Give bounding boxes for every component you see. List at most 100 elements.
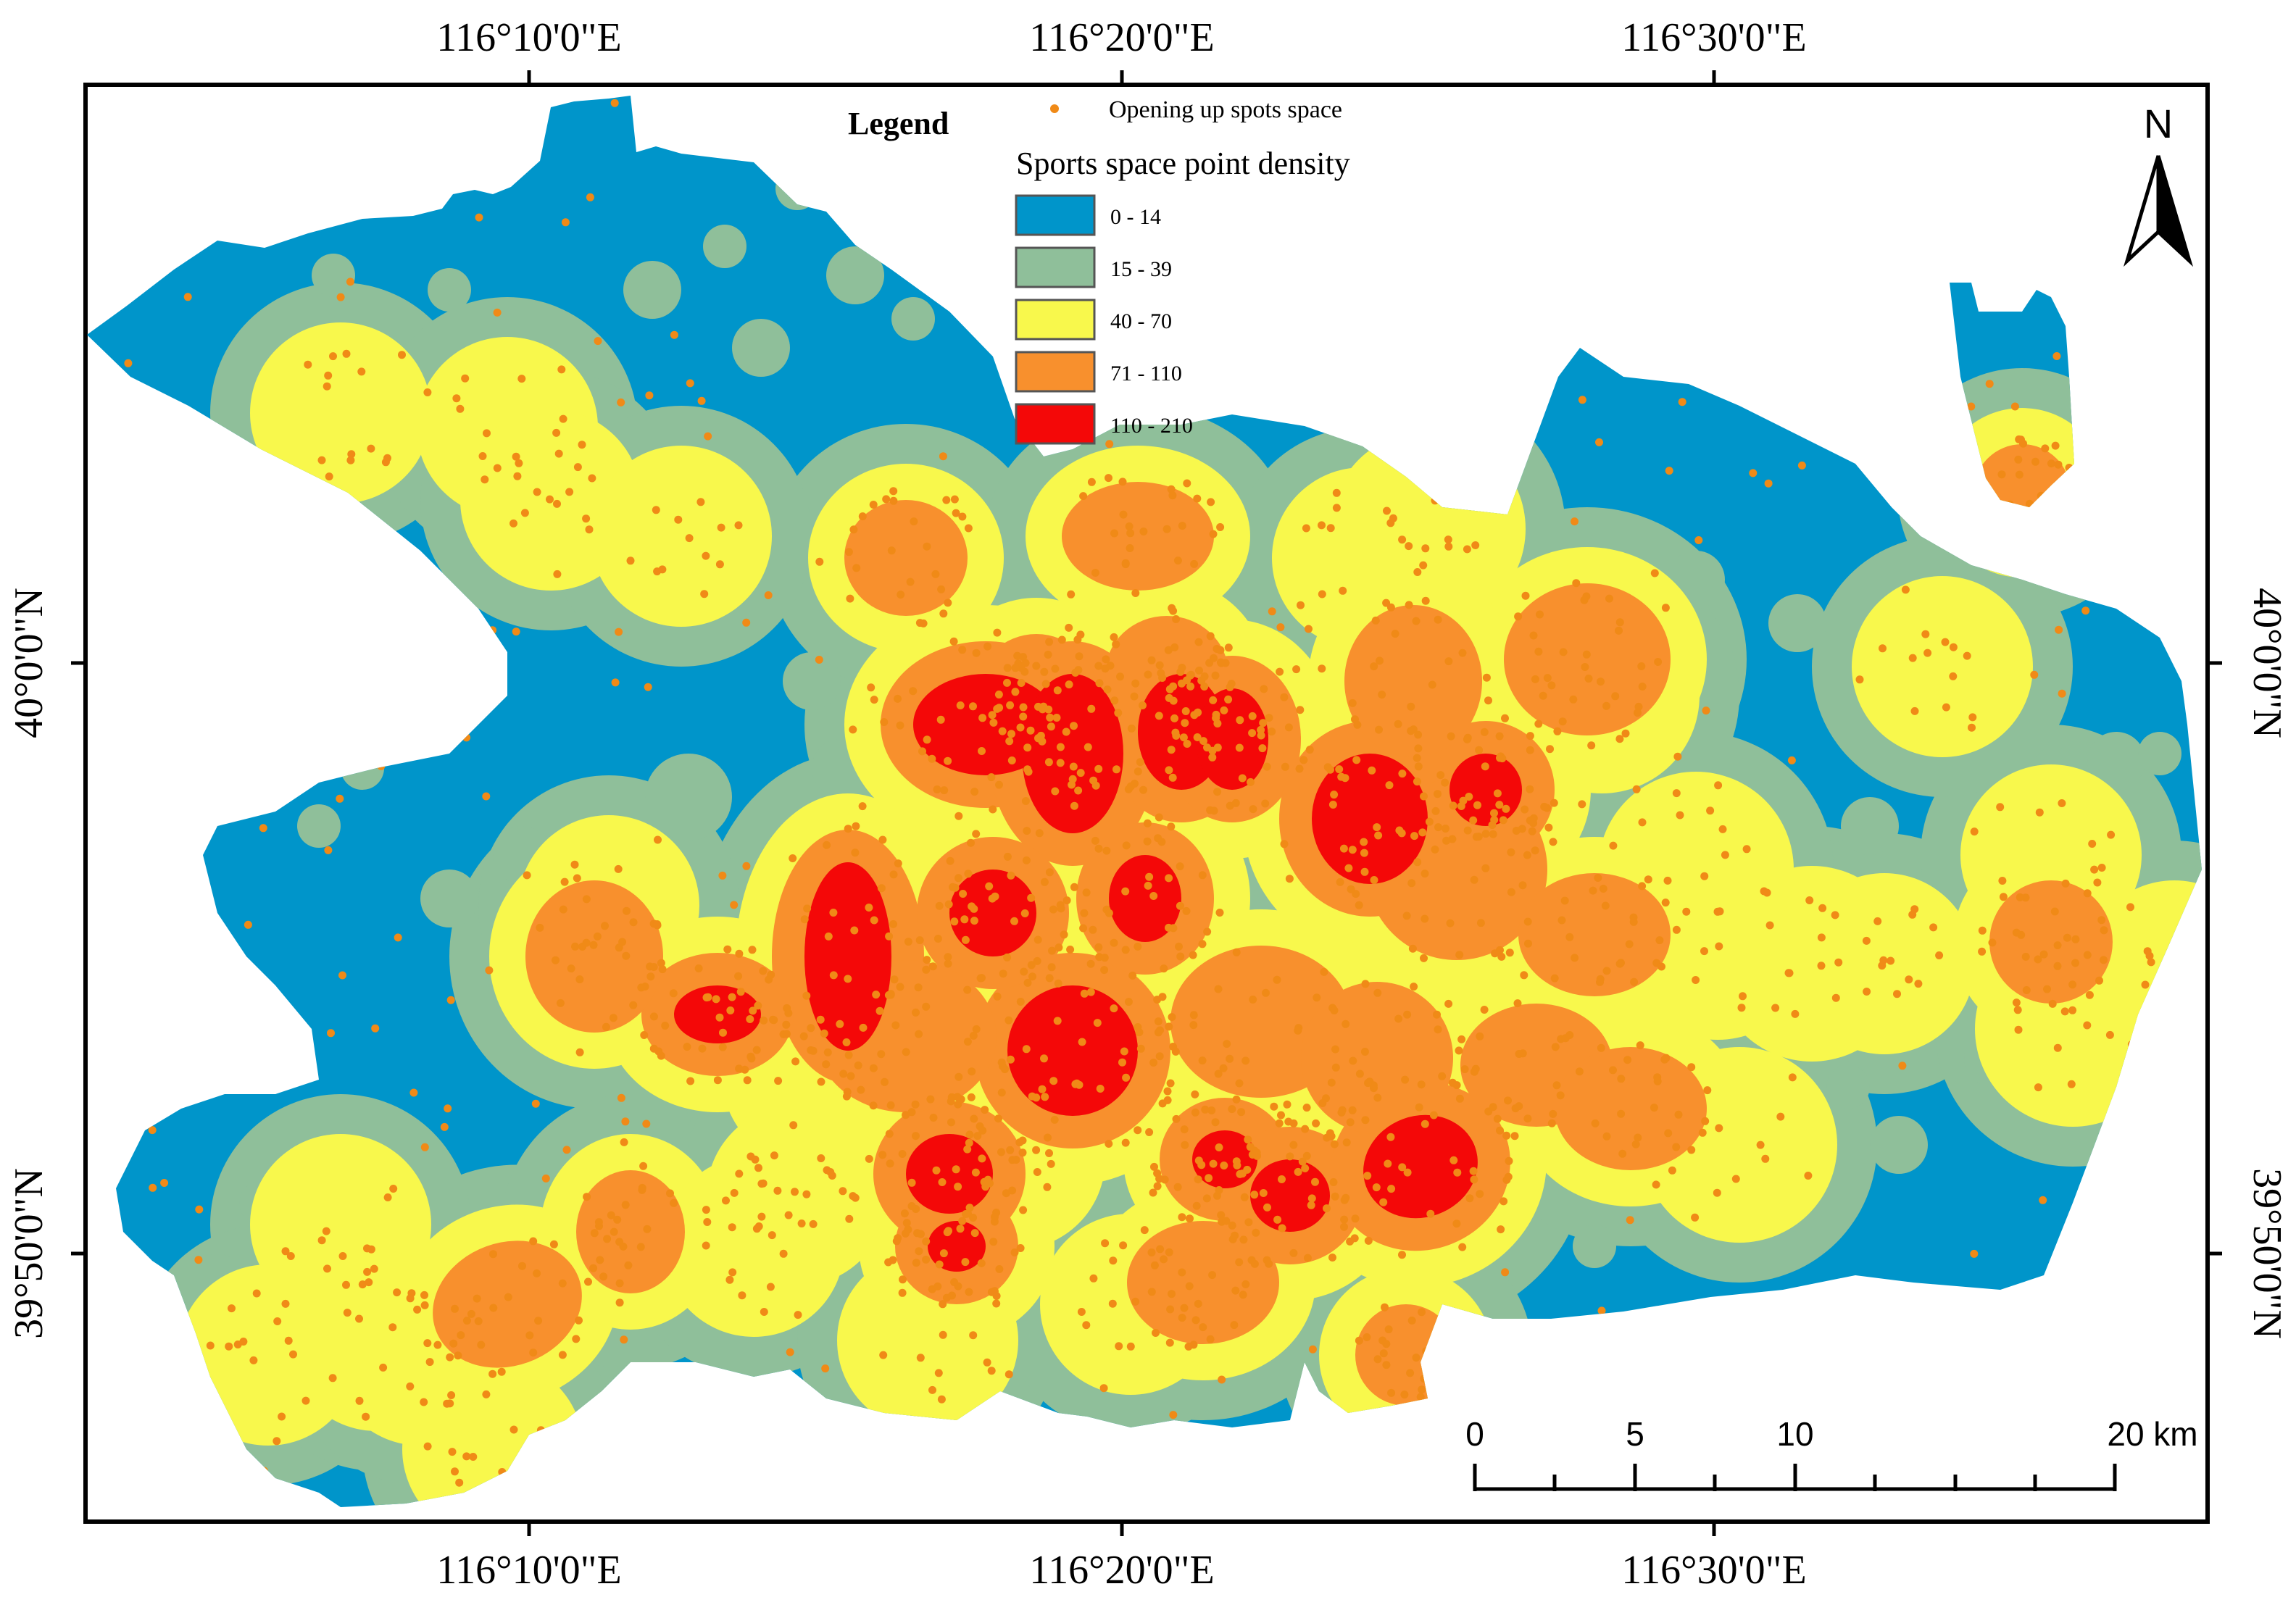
sports-space-point bbox=[1534, 720, 1543, 728]
sports-space-point bbox=[987, 773, 996, 782]
sports-space-point bbox=[1518, 881, 1527, 890]
sports-space-point bbox=[1169, 682, 1178, 691]
sports-space-point bbox=[952, 509, 960, 517]
sports-space-point bbox=[575, 975, 584, 984]
sports-space-point bbox=[973, 1132, 982, 1141]
sports-space-point bbox=[1524, 939, 1532, 948]
sports-space-point bbox=[807, 1024, 815, 1033]
sports-space-point bbox=[2014, 455, 2023, 464]
sports-space-point bbox=[1136, 1044, 1145, 1053]
sports-space-point bbox=[1591, 1119, 1600, 1127]
sports-space-point bbox=[2068, 1006, 2077, 1014]
bottom-longitude-label-2: 116°20'0"E bbox=[1029, 1548, 1214, 1593]
sports-space-point bbox=[912, 1132, 920, 1141]
sports-space-point bbox=[1438, 1072, 1447, 1080]
sports-space-point bbox=[1682, 907, 1691, 916]
sports-space-point bbox=[1095, 679, 1104, 688]
sports-space-point bbox=[972, 830, 981, 838]
sports-space-point bbox=[2067, 1080, 2076, 1088]
sports-space-point bbox=[1079, 492, 1088, 501]
sports-space-point bbox=[1497, 1225, 1505, 1234]
sports-space-point bbox=[760, 1016, 768, 1025]
sports-space-point bbox=[1331, 1063, 1340, 1072]
sports-space-point bbox=[1413, 777, 1421, 786]
sports-space-point bbox=[944, 599, 952, 607]
sports-space-point bbox=[1426, 1209, 1435, 1218]
sports-space-point bbox=[978, 1154, 986, 1163]
sports-space-point bbox=[638, 1185, 646, 1194]
sports-space-point bbox=[1449, 801, 1457, 810]
sports-space-point bbox=[1370, 662, 1378, 671]
sports-space-point bbox=[1167, 746, 1176, 754]
sports-space-point bbox=[1149, 892, 1158, 900]
density-zone-15-39 bbox=[826, 246, 884, 304]
sports-space-point bbox=[1198, 940, 1207, 948]
sports-space-point bbox=[2041, 444, 2050, 453]
sports-space-point bbox=[1041, 680, 1050, 688]
sports-space-point bbox=[715, 1013, 724, 1022]
sports-space-point bbox=[1339, 844, 1348, 853]
sports-space-point bbox=[870, 916, 878, 925]
sports-space-point bbox=[489, 1250, 497, 1259]
sports-space-point bbox=[1349, 1056, 1357, 1065]
density-zone-15-39 bbox=[1841, 797, 1899, 855]
sports-space-point bbox=[1387, 1388, 1396, 1397]
sports-space-point bbox=[839, 1187, 847, 1196]
sports-space-point bbox=[1330, 1140, 1339, 1148]
sports-space-point bbox=[1045, 638, 1054, 646]
sports-space-point bbox=[1996, 803, 2005, 812]
sports-space-point bbox=[1082, 1321, 1091, 1330]
sports-space-point bbox=[730, 1188, 739, 1197]
sports-space-point bbox=[1056, 743, 1065, 751]
sports-space-point bbox=[1550, 798, 1558, 807]
sports-space-point bbox=[1360, 838, 1368, 846]
sports-space-point bbox=[1412, 617, 1421, 625]
legend-class-label-5: 110 - 210 bbox=[1110, 414, 1193, 438]
sports-space-point bbox=[573, 874, 581, 883]
sports-space-point bbox=[1569, 695, 1578, 704]
sports-space-point bbox=[1073, 635, 1082, 644]
density-zone-15-39 bbox=[732, 319, 790, 377]
sports-space-point bbox=[1149, 1188, 1157, 1197]
sports-space-point bbox=[1259, 719, 1268, 727]
sports-space-point bbox=[869, 1101, 878, 1110]
sports-space-point bbox=[1653, 1077, 1662, 1085]
sports-space-point bbox=[1636, 1041, 1644, 1050]
sports-space-point bbox=[702, 1206, 710, 1214]
sports-space-point bbox=[629, 918, 638, 927]
sports-space-point bbox=[1126, 1342, 1135, 1351]
sports-space-point bbox=[443, 1399, 452, 1408]
sports-space-point bbox=[1105, 474, 1112, 483]
sports-space-point bbox=[1075, 652, 1083, 661]
sports-space-point bbox=[1066, 946, 1075, 954]
sports-space-point bbox=[570, 860, 579, 869]
sports-space-point bbox=[1131, 679, 1140, 688]
sports-space-point bbox=[536, 923, 544, 932]
sports-space-point bbox=[2088, 840, 2097, 848]
sports-space-point bbox=[1582, 650, 1591, 659]
sports-space-point bbox=[639, 1162, 648, 1170]
sports-space-point bbox=[346, 278, 354, 286]
sports-space-point bbox=[1428, 680, 1436, 689]
sports-space-point bbox=[2034, 955, 2042, 964]
sports-space-point bbox=[894, 859, 902, 868]
sports-space-point bbox=[149, 1183, 157, 1192]
sports-space-point bbox=[1259, 1189, 1268, 1197]
sports-space-point bbox=[1703, 1086, 1712, 1095]
sports-space-point bbox=[923, 542, 931, 551]
sports-space-point bbox=[398, 351, 406, 359]
sports-space-point bbox=[1617, 1075, 1626, 1083]
sports-space-point bbox=[1147, 1248, 1156, 1256]
sports-space-point bbox=[1526, 785, 1534, 793]
sports-space-point bbox=[2031, 457, 2039, 466]
sports-space-point bbox=[1405, 601, 1413, 609]
sports-space-point bbox=[601, 922, 609, 930]
sports-space-point bbox=[939, 1300, 947, 1309]
sports-space-point bbox=[994, 691, 1003, 699]
sports-space-point bbox=[1419, 561, 1428, 570]
sports-space-point bbox=[702, 551, 710, 560]
sports-space-point bbox=[1549, 1109, 1557, 1118]
sports-space-point bbox=[1176, 952, 1185, 961]
sports-space-point bbox=[1594, 874, 1602, 882]
sports-space-point bbox=[1120, 1047, 1128, 1056]
